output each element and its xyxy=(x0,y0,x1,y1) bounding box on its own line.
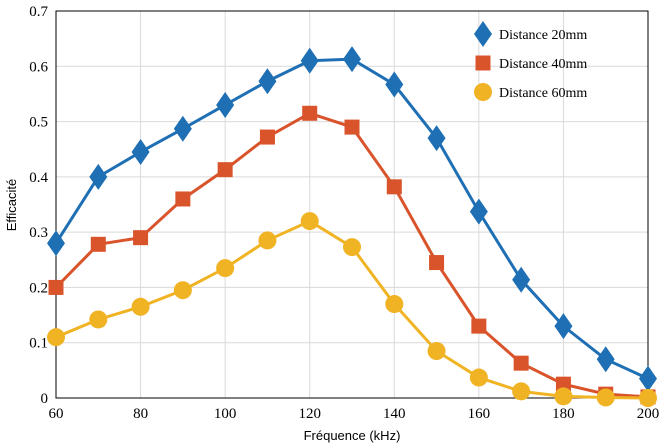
y-tick-label: 0.5 xyxy=(29,115,48,131)
data-point xyxy=(344,119,360,135)
data-point xyxy=(175,191,191,207)
data-point xyxy=(596,388,615,407)
y-tick-label: 0.6 xyxy=(29,59,48,75)
data-point xyxy=(512,266,531,293)
data-point xyxy=(513,355,529,371)
data-point xyxy=(47,230,65,257)
data-point xyxy=(258,231,277,250)
series-3 xyxy=(47,212,657,407)
y-tick-label: 0 xyxy=(41,391,49,407)
data-point xyxy=(639,389,657,407)
x-tick-label: 100 xyxy=(214,406,237,422)
data-point xyxy=(259,129,275,145)
data-point xyxy=(427,342,446,361)
x-tick-label: 60 xyxy=(49,406,64,422)
data-point xyxy=(512,382,531,401)
x-tick-label: 140 xyxy=(383,406,406,422)
series-1 xyxy=(47,46,657,392)
y-axis-title: Efficacité xyxy=(4,179,19,232)
data-point xyxy=(48,279,64,295)
legend: Distance 20mm Distance 40mm Distance 60mm xyxy=(474,21,587,101)
data-point xyxy=(217,162,233,178)
y-tick-label: 0.2 xyxy=(29,280,48,296)
data-point xyxy=(47,328,65,347)
data-point xyxy=(343,46,361,73)
y-tick-label: 0.7 xyxy=(29,4,48,20)
legend-marker xyxy=(474,21,492,47)
data-point xyxy=(343,238,361,257)
data-point xyxy=(469,198,488,225)
data-point xyxy=(216,259,235,278)
x-tick-label: 160 xyxy=(468,406,491,422)
legend-label: Distance 20mm xyxy=(499,28,587,43)
legend-marker xyxy=(475,55,491,71)
plot-frame xyxy=(55,10,649,399)
data-point xyxy=(300,212,319,231)
data-point xyxy=(300,47,319,74)
data-point xyxy=(133,230,149,246)
data-point xyxy=(427,125,446,152)
series-layer xyxy=(47,46,657,407)
legend-label: Distance 40mm xyxy=(499,57,587,72)
data-point xyxy=(554,313,573,340)
data-point xyxy=(596,346,615,373)
data-point xyxy=(469,368,488,387)
legend-entry-1: Distance 20mm xyxy=(474,21,587,47)
data-point xyxy=(639,365,657,392)
data-point xyxy=(385,295,404,314)
x-tick-label: 80 xyxy=(133,406,148,422)
data-point xyxy=(89,163,108,190)
legend-label: Distance 60mm xyxy=(499,86,587,101)
x-tick-label: 200 xyxy=(637,406,660,422)
y-tick-label: 0.4 xyxy=(29,170,48,186)
data-point xyxy=(173,115,192,142)
data-point xyxy=(131,297,150,316)
data-point xyxy=(90,236,106,252)
legend-entry-2: Distance 40mm xyxy=(475,55,587,72)
data-point xyxy=(302,105,318,121)
y-tick-label: 0.1 xyxy=(29,336,48,352)
legend-entry-3: Distance 60mm xyxy=(474,83,587,101)
data-point xyxy=(173,281,192,300)
legend-marker xyxy=(474,83,492,101)
x-tick-label: 180 xyxy=(552,406,575,422)
data-point xyxy=(258,68,277,95)
y-tick-label: 0.3 xyxy=(29,225,48,241)
x-axis-title: Fréquence (kHz) xyxy=(304,428,401,443)
data-point xyxy=(131,138,150,165)
data-point xyxy=(386,179,402,195)
tick-labels: 60 80 100 120 140 160 180 200 0 0.1 0.2 0.3 0.4 0.5 0.… xyxy=(29,4,659,422)
data-point xyxy=(216,91,235,118)
data-point xyxy=(471,318,487,334)
data-point xyxy=(385,71,404,98)
data-point xyxy=(555,376,571,392)
data-point xyxy=(89,310,108,329)
data-point xyxy=(554,387,573,406)
x-tick-label: 120 xyxy=(298,406,321,422)
data-point xyxy=(429,255,445,271)
